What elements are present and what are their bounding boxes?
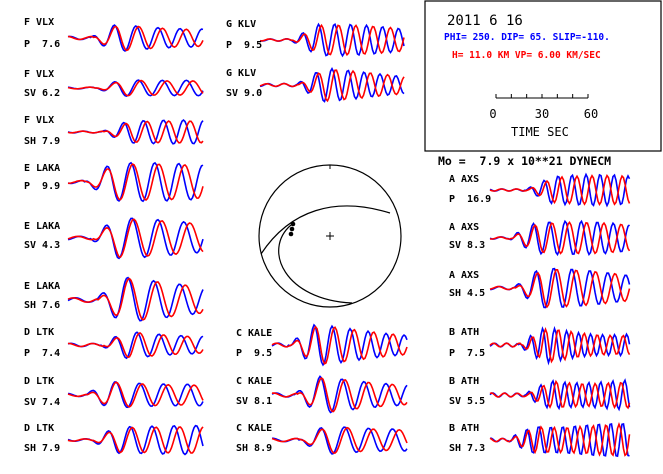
- synthetic-trace-15: [489, 220, 631, 255]
- station-name: A AXS: [449, 174, 480, 185]
- station-name: D LTK: [24, 376, 55, 387]
- synthetic-trace-0: [67, 25, 204, 52]
- synthetic-trace-8: [67, 426, 204, 454]
- station-name: D LTK: [24, 327, 55, 338]
- station-comp: SH 8.9: [236, 443, 273, 454]
- synthetic-trace-3: [67, 163, 204, 202]
- station-comp: SH 7.6: [24, 300, 61, 311]
- moment-label: Mo = 7.9 x 10**21 DYNECM: [438, 154, 612, 168]
- observed-trace-6: [67, 331, 204, 360]
- synthetic-trace-11: [271, 325, 408, 365]
- synthetic-trace-7: [67, 381, 204, 408]
- station-comp: P 16.9: [449, 194, 492, 205]
- observed-trace-19: [490, 423, 630, 458]
- station-comp: SV 6.2: [24, 88, 61, 99]
- synthetic-trace-10: [259, 69, 405, 103]
- synthetic-trace-9: [260, 23, 405, 57]
- observed-trace-0: [67, 24, 204, 53]
- station-name: B ATH: [449, 423, 480, 434]
- station-name: G KLV: [226, 19, 257, 30]
- observed-trace-12: [271, 375, 408, 414]
- station-name: G KLV: [226, 68, 257, 79]
- station-comp: SH 4.5: [449, 288, 486, 299]
- station-comp: SH 7.9: [24, 443, 61, 454]
- station-comp: SV 8.3: [449, 240, 486, 251]
- station-name: F VLX: [24, 115, 55, 126]
- observed-trace-11: [271, 323, 408, 367]
- station-comp: P 7.6: [24, 39, 61, 50]
- synthetic-trace-13: [271, 426, 408, 454]
- synthetic-trace-17: [489, 327, 631, 364]
- station-name: E LAKA: [24, 221, 61, 232]
- station-name: E LAKA: [24, 281, 61, 292]
- station-comp: SH 7.9: [24, 136, 61, 147]
- station-name: A AXS: [449, 270, 480, 281]
- station-comp: P 9.5: [236, 348, 273, 359]
- station-comp: P 9.9: [24, 181, 61, 192]
- synthetic-trace-18: [489, 379, 631, 410]
- synthetic-trace-1: [67, 79, 204, 97]
- station-comp: P 7.5: [449, 348, 486, 359]
- station-name: C KALE: [236, 376, 273, 387]
- station-comp: P 7.4: [24, 348, 61, 359]
- station-name: B ATH: [449, 327, 480, 338]
- station-name: C KALE: [236, 423, 273, 434]
- synthetic-trace-6: [67, 331, 204, 359]
- synthetic-trace-19: [489, 422, 631, 457]
- station-comp: SV 9.0: [226, 88, 263, 99]
- station-name: F VLX: [24, 69, 55, 80]
- synthetic-trace-14: [489, 174, 631, 207]
- observed-trace-7: [67, 381, 204, 409]
- synthetic-trace-4: [67, 218, 204, 258]
- observed-trace-4: [67, 217, 204, 260]
- synthetic-trace-16: [489, 268, 631, 309]
- station-comp: SV 8.1: [236, 396, 273, 407]
- station-name: B ATH: [449, 376, 480, 387]
- station-comp: SV 4.3: [24, 240, 61, 251]
- station-comp: SH 7.3: [449, 443, 486, 454]
- station-comp: SV 5.5: [449, 396, 486, 407]
- station-name: D LTK: [24, 423, 55, 434]
- station-name: A AXS: [449, 222, 480, 233]
- synthetic-trace-5: [67, 277, 204, 321]
- station-name: C KALE: [236, 328, 273, 339]
- station-comp: P 9.5: [226, 40, 263, 51]
- station-name: F VLX: [24, 17, 55, 28]
- synthetic-trace-12: [271, 377, 408, 413]
- synthetic-trace-2: [67, 120, 204, 144]
- station-comp: SV 7.4: [24, 397, 61, 408]
- station-name: E LAKA: [24, 163, 61, 174]
